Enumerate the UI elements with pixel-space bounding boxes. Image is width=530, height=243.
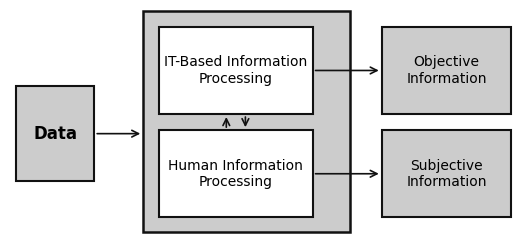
Bar bbox=[16, 86, 94, 181]
Bar bbox=[382, 27, 511, 114]
Bar bbox=[159, 130, 313, 217]
Bar bbox=[382, 130, 511, 217]
Text: Objective
Information: Objective Information bbox=[407, 55, 487, 86]
Bar bbox=[143, 11, 350, 232]
Bar bbox=[159, 27, 313, 114]
Text: IT-Based Information
Processing: IT-Based Information Processing bbox=[164, 55, 307, 86]
Text: Human Information
Processing: Human Information Processing bbox=[169, 159, 303, 189]
Text: Data: Data bbox=[33, 125, 77, 143]
Text: Subjective
Information: Subjective Information bbox=[407, 159, 487, 189]
